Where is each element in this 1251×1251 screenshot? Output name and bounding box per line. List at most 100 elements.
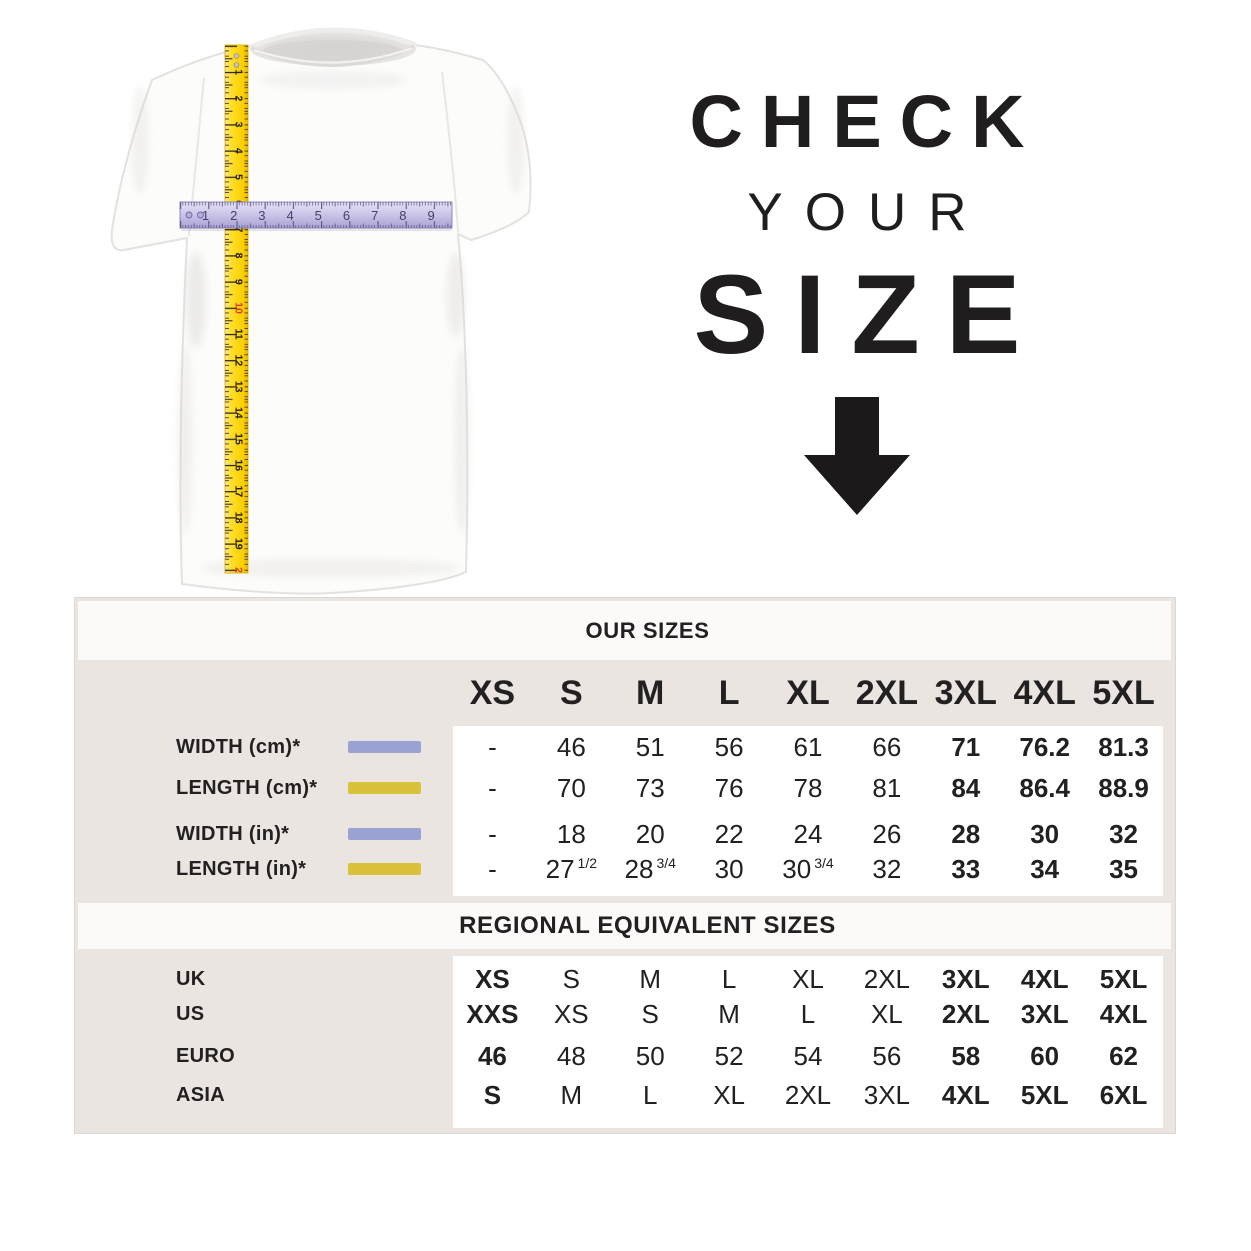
size-cell: 33: [951, 853, 981, 884]
vertical-tape-number: 17: [232, 486, 244, 498]
size-cell: L: [721, 963, 737, 994]
tape-grommet: [197, 211, 204, 219]
size-cell: 3XL: [1020, 998, 1069, 1029]
size-cell: 22: [714, 818, 744, 849]
row-values: 46 48 50 52 54 56 58 60 62: [453, 1038, 1163, 1074]
row-label: WIDTH (in)*: [176, 823, 290, 845]
row-label: WIDTH (cm)*: [176, 736, 301, 758]
size-column-header: 2XL: [855, 673, 919, 712]
vertical-tape-number: 11: [232, 329, 244, 340]
size-cell: XXS: [466, 998, 519, 1029]
size-cell: M: [560, 1079, 583, 1110]
size-cell: 28: [951, 818, 981, 849]
vertical-tape-number: 4: [232, 148, 244, 154]
regional-data-panel: [453, 956, 1163, 1128]
size-cell: 30 3/4: [782, 853, 834, 884]
horizontal-tape-number: 7: [371, 208, 378, 223]
tshirt-body: [110, 27, 532, 595]
table-row: ASIA S M L XL 2XL 3XL 4XL 5XL 6XL: [75, 1077, 1177, 1113]
measurement-data-panel: [453, 726, 1163, 896]
size-cell: 30: [1030, 818, 1060, 849]
vertical-tape-number: 16: [232, 459, 244, 471]
regional-band: REGIONAL EQUIVALENT SIZES: [78, 903, 1171, 949]
size-table: OUR SIZES XS S M L XL 2XL 3XL 4XL 5XL WIDTH (cm)…: [74, 597, 1176, 1134]
lavender-width-tape: 1 2 3 4 5 6 7 8 9: [179, 201, 453, 231]
tape-grommet: [233, 53, 240, 59]
size-cell: 5XL: [1099, 963, 1148, 994]
size-column-header: 5XL: [1092, 673, 1155, 712]
row-label: LENGTH (in)*: [176, 858, 307, 880]
size-cell: 84: [951, 772, 981, 803]
horizontal-tape-number: 1: [202, 208, 209, 223]
row-values: - 46 51 56 61 66 71 76.2 81.3: [453, 729, 1163, 765]
size-cell: -: [488, 772, 497, 803]
size-cell: 46: [477, 1040, 507, 1071]
our-sizes-title: OUR SIZES: [585, 618, 710, 643]
headline-your: YOUR: [747, 183, 989, 242]
row-values: - 70 73 76 78 81 84 86.4 88.9: [453, 770, 1163, 806]
table-row: WIDTH (in)* - 18 20 22 24 26 28 30 32: [75, 816, 1177, 852]
vertical-tape-number: 2: [232, 95, 244, 101]
our-sizes-band: OUR SIZES: [78, 601, 1171, 660]
vertical-tape-number: 15: [232, 433, 244, 445]
size-cell: 51: [635, 731, 665, 762]
size-cell: 88.9: [1098, 772, 1149, 803]
size-cell: L: [800, 998, 816, 1029]
size-cell: -: [488, 853, 497, 884]
size-cell: 60: [1030, 1040, 1060, 1071]
row-values: XXS XS S M L XL 2XL 3XL 4XL: [453, 996, 1163, 1032]
vertical-tape-number: 3: [232, 122, 244, 128]
vertical-tape-number: 12: [232, 355, 244, 367]
size-column-header: XS: [469, 673, 516, 712]
vertical-tape-number: 5: [232, 174, 244, 180]
vertical-tape-number: 19: [232, 538, 244, 550]
vertical-tape-number: 9: [232, 279, 244, 285]
size-cell: 32: [872, 853, 902, 884]
size-cell: 4XL: [941, 1079, 990, 1110]
size-cell: 6XL: [1099, 1079, 1148, 1110]
size-cell: XL: [792, 963, 824, 994]
size-cell: 52: [714, 1040, 744, 1071]
size-cell: 76.2: [1019, 731, 1070, 762]
size-column-header: 4XL: [1013, 673, 1076, 712]
length-tape-swatch: [348, 863, 421, 875]
horizontal-tape-number: 6: [343, 208, 350, 223]
row-label: LENGTH (cm)*: [176, 777, 318, 799]
size-cell: S: [562, 963, 580, 994]
size-cell: 71: [951, 731, 981, 762]
headline-block: CHECK YOUR SIZE: [612, 85, 1102, 520]
size-cell: M: [718, 998, 740, 1029]
table-row: LENGTH (in)* - 27 1/2 28 3/4 30 30 3/4 32 33 34 35: [75, 851, 1177, 887]
row-values: S M L XL 2XL 3XL 4XL 5XL 6XL: [453, 1077, 1163, 1113]
row-values: - 27 1/2 28 3/4 30 30 3/4 32 33 34 35: [453, 851, 1163, 887]
row-label: UK: [176, 968, 206, 990]
size-cell: 32: [1109, 818, 1138, 849]
vertical-tape-number: 10: [232, 302, 244, 314]
size-cell: 62: [1109, 1040, 1138, 1071]
table-row: LENGTH (cm)* - 70 73 76 78 81 84 86.4 88.9: [75, 770, 1177, 806]
horizontal-tape-number: 3: [258, 208, 265, 223]
headline-check: CHECK: [689, 80, 1043, 163]
horizontal-tape-number: 8: [399, 208, 406, 223]
size-cell: 28 3/4: [624, 853, 676, 884]
size-cell: S: [641, 998, 659, 1029]
size-cell: 66: [872, 731, 902, 762]
size-cell: 3XL: [863, 1079, 911, 1110]
size-column-header: XL: [786, 673, 830, 712]
size-cell: 61: [793, 731, 823, 762]
size-cell: 73: [635, 772, 665, 803]
size-cell: 76: [714, 772, 744, 803]
size-cell: -: [488, 818, 497, 849]
size-cell: 24: [793, 818, 823, 849]
vertical-tape-number: 1: [232, 69, 244, 75]
tape-grommet: [233, 62, 240, 68]
right-sleeve-seam: [441, 71, 459, 233]
size-column-header: 3XL: [934, 673, 997, 712]
size-cell: 58: [951, 1040, 981, 1071]
row-label: ASIA: [176, 1084, 225, 1106]
fraction: 1/2: [577, 854, 598, 871]
fraction: 3/4: [656, 854, 676, 871]
size-cell: 2XL: [784, 1079, 832, 1110]
row-values: XS S M L XL 2XL 3XL 4XL 5XL: [453, 961, 1163, 997]
